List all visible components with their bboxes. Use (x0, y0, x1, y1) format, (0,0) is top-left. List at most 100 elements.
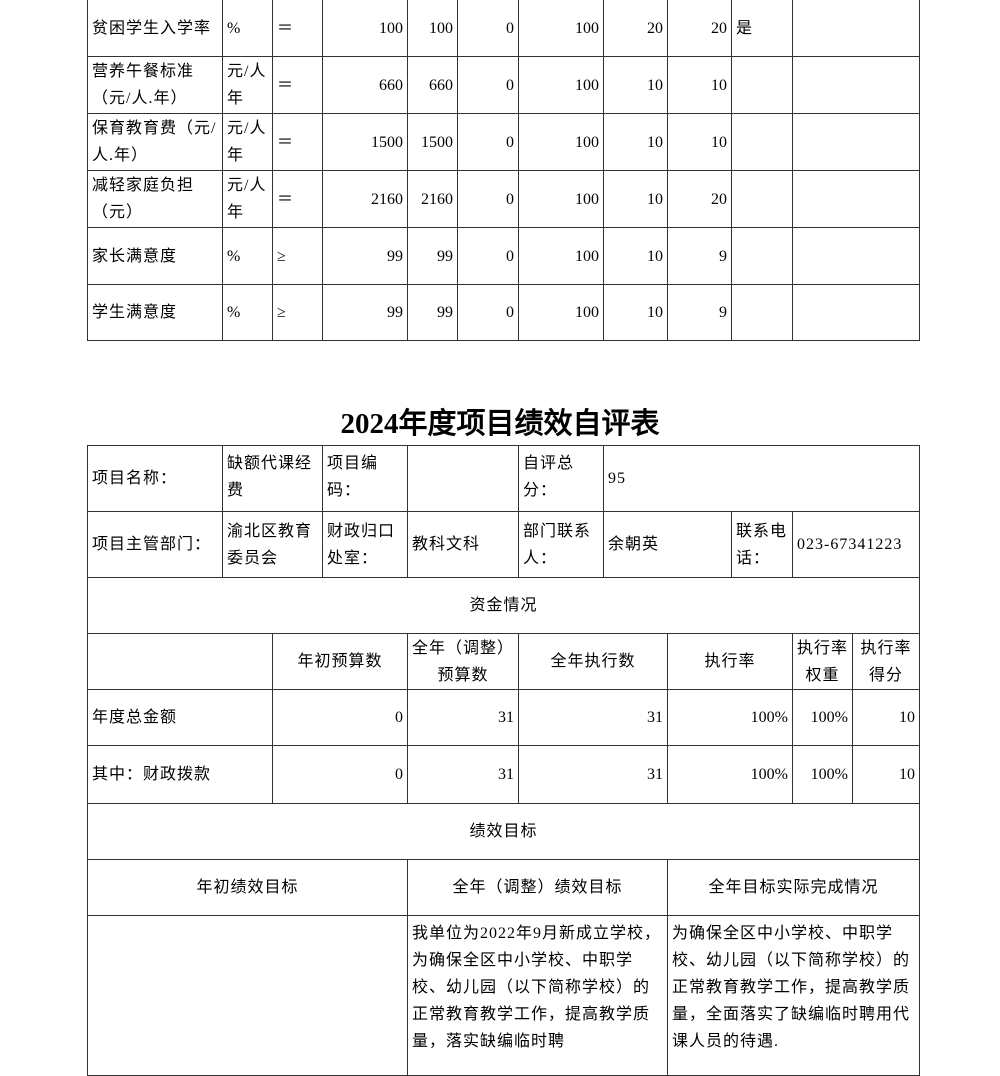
column-header: 执行率得分 (852, 633, 920, 690)
column-header: 年初预算数 (272, 633, 408, 690)
indicator-unit: % (222, 0, 273, 57)
funds-row: 年度总金额 0 31 31 100% 100% 10 (87, 689, 920, 746)
cell-text: 100 (429, 19, 453, 37)
indicator-v5: 20 (603, 0, 668, 57)
cell-text: 0 (506, 19, 514, 37)
indicator-v1: 99 (322, 284, 408, 341)
cell-text: 项目名称： (92, 470, 178, 487)
cell-text: 联系电话： (736, 522, 788, 567)
column-header: 年初绩效目标 (87, 859, 408, 916)
cell-text: 31 (498, 766, 514, 783)
label: 项目编码： (322, 445, 408, 512)
indicator-row: 学生满意度% ≥99 99 0 100 10 9 (87, 284, 920, 341)
cell-text: 100 (575, 190, 599, 208)
cell-text: 100 (575, 247, 599, 265)
label: 自评总分： (518, 445, 604, 512)
cell-text: 绩效目标 (469, 823, 538, 840)
cell-text: 31 (647, 766, 663, 783)
indicator-v1: 100 (322, 0, 408, 57)
cell-text: 营养午餐标准（元/人.年） (92, 63, 195, 107)
cell-text: 为确保全区中小学校、中职学校、幼儿园（以下简称学校）的正常教育教学工作，提高教学… (672, 925, 911, 1050)
cell-text: 0 (395, 766, 403, 783)
label: 财政归口处室： (322, 511, 408, 578)
indicator-v5: 10 (603, 284, 668, 341)
indicator-row: 减轻家庭负担（元） 元/人年 ＝ 2160 2160 0 100 10 20 (87, 170, 920, 228)
column-header: 执行率 (667, 633, 793, 690)
indicator-v2: 660 (407, 56, 458, 114)
cell-text: ≥ (277, 247, 287, 265)
indicator-v4: 100 (518, 227, 604, 285)
department: 渝北区教育委员会 (222, 511, 323, 578)
cell-text: 缺额代课经费 (227, 455, 313, 499)
indicator-unit: 元/人年 (222, 170, 273, 228)
cell-text: 部门联系人： (523, 522, 592, 567)
indicator-v6: 10 (667, 56, 732, 114)
info-row: 项目名称： 缺额代课经费 项目编码： 自评总分： 95 (87, 445, 920, 512)
cell-text: 元/人年 (227, 120, 267, 164)
funds-cell: 10 (852, 689, 920, 746)
cell-text: 20 (711, 190, 727, 208)
indicator-unit: % (222, 227, 273, 285)
indicator-v6: 20 (667, 170, 732, 228)
indicator-unit: % (222, 284, 273, 341)
cell-text: 100 (575, 76, 599, 94)
cell-text: 年初预算数 (297, 653, 383, 670)
cell-text: 10 (647, 190, 663, 208)
indicator-op: ＝ (272, 56, 323, 114)
indicator-v1: 1500 (322, 113, 408, 171)
indicator-v2: 2160 (407, 170, 458, 228)
indicator-v2: 99 (407, 227, 458, 285)
column-header: 全年目标实际完成情况 (667, 859, 920, 916)
indicator-v1: 2160 (322, 170, 408, 228)
cell-text: ＝ (277, 190, 295, 208)
cell-text: 20 (647, 19, 663, 37)
indicator-v2: 100 (407, 0, 458, 57)
indicator-v6: 20 (667, 0, 732, 57)
self-score: 95 (603, 445, 920, 512)
indicator-row: 家长满意度% ≥99 99 0 100 10 9 (87, 227, 920, 285)
indicator-op: ＝ (272, 113, 323, 171)
funds-cell: 31 (407, 689, 519, 746)
cell-text: 9 (719, 304, 727, 321)
goals-header: 年初绩效目标 全年（调整）绩效目标 全年目标实际完成情况 (87, 859, 920, 916)
column-header: 全年（调整）绩效目标 (407, 859, 668, 916)
funds-cell: 0 (272, 745, 408, 804)
cell-text: 家长满意度 (92, 247, 178, 265)
column-header: 执行率权重 (792, 633, 853, 690)
cell-text: 元/人年 (227, 63, 267, 107)
indicator-v7 (731, 170, 793, 228)
cell-text: 全年目标实际完成情况 (708, 879, 879, 896)
cell-text: 自评总分： (523, 455, 575, 499)
funds-cell: 100% (792, 745, 853, 804)
cell-text: 100% (750, 766, 788, 783)
label: 项目主管部门： (87, 511, 223, 578)
cell-text: ＝ (277, 76, 295, 94)
indicator-v5: 10 (603, 170, 668, 228)
cell-text: 年初绩效目标 (196, 879, 299, 896)
project-code (407, 445, 519, 512)
cell-text: % (227, 19, 242, 37)
cell-text: 其中：财政拨款 (92, 766, 212, 783)
cell-text: 渝北区教育委员会 (227, 522, 313, 567)
cell-text: 1500 (371, 133, 403, 151)
indicator-name: 学生满意度 (87, 284, 223, 341)
cell-text: 10 (711, 133, 727, 151)
indicator-v8 (792, 284, 920, 341)
indicator-v4: 100 (518, 170, 604, 228)
cell-text: 2160 (371, 190, 403, 208)
actual-completion: 为确保全区中小学校、中职学校、幼儿园（以下简称学校）的正常教育教学工作，提高教学… (667, 915, 920, 1076)
cell-text: 全年（调整）预算数 (412, 639, 515, 684)
funds-section: 资金情况 (87, 577, 920, 634)
goals-row: 我单位为2022年9月新成立学校，为确保全区中小学校、中职学校、幼儿园（以下简称… (87, 915, 920, 1076)
cell-text: 100% (810, 709, 848, 726)
indicator-row: 营养午餐标准（元/人.年） 元/人年 ＝ 660 660 0 100 10 10 (87, 56, 920, 114)
contact-person: 余朝英 (603, 511, 732, 578)
cell-text: 660 (379, 76, 403, 94)
funds-cell: 100% (792, 689, 853, 746)
cell-text: 全年（调整）绩效目标 (452, 879, 623, 896)
cell-text: 100 (575, 304, 599, 321)
cell-text: 资金情况 (469, 597, 538, 614)
cell-text: 0 (506, 133, 514, 151)
indicator-v8 (792, 0, 920, 57)
funds-cell: 100% (667, 689, 793, 746)
